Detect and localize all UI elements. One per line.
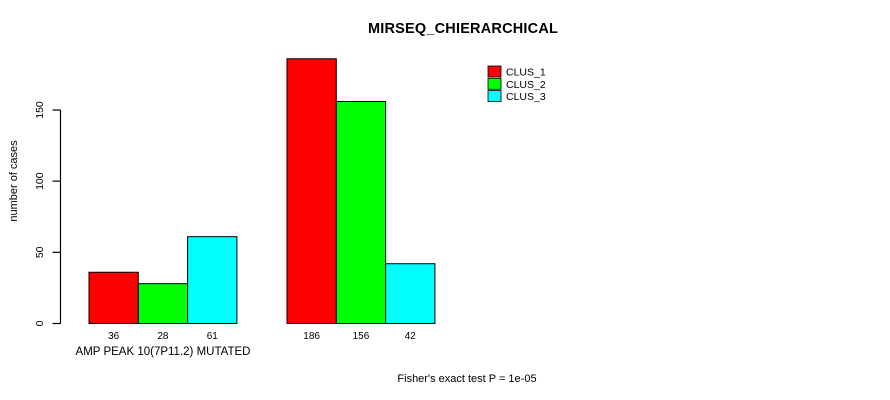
bar-value-label: 61	[207, 331, 219, 342]
bars-group: 36 28 61 186 156 42	[88, 58, 436, 342]
bar-value-label: 156	[353, 331, 370, 342]
group-1-label: AMP PEAK 10(7P11.2) MUTATED	[76, 346, 251, 358]
bar-clus_3-group2	[385, 263, 436, 324]
bar-clus_3-group1	[187, 236, 238, 324]
bar-value-label: 186	[303, 331, 320, 342]
chart-title: MIRSEQ_CHIERARCHICAL	[368, 21, 558, 37]
legend-swatch-clus_1	[487, 65, 502, 78]
y-axis-label: number of cases	[8, 140, 20, 222]
bar-clus_2-group1	[137, 283, 189, 324]
legend-label-clus_1: CLUS_1	[506, 67, 546, 79]
bar-clus_1-group1	[88, 271, 139, 325]
bar-clus_2-group2	[335, 100, 387, 324]
y-tick-label: 50	[34, 246, 46, 258]
y-tick-label: 0	[34, 320, 46, 326]
legend-swatch-clus_3	[487, 90, 502, 102]
legend-label-clus_3: CLUS_3	[506, 91, 546, 103]
legend-swatch-clus_2	[487, 77, 502, 90]
annotation-text: Fisher's exact test P = 1e-05	[397, 373, 536, 385]
bar-value-label: 36	[108, 331, 120, 342]
y-tick-label: 100	[34, 172, 46, 190]
bar-clus_1-group2	[286, 58, 337, 324]
y-axis: 0 50 100 150	[34, 101, 62, 326]
legend-label-clus_2: CLUS_2	[506, 79, 546, 91]
bar-value-label: 28	[157, 331, 169, 342]
bar-value-label: 42	[405, 331, 417, 342]
y-tick-label: 150	[34, 101, 46, 119]
